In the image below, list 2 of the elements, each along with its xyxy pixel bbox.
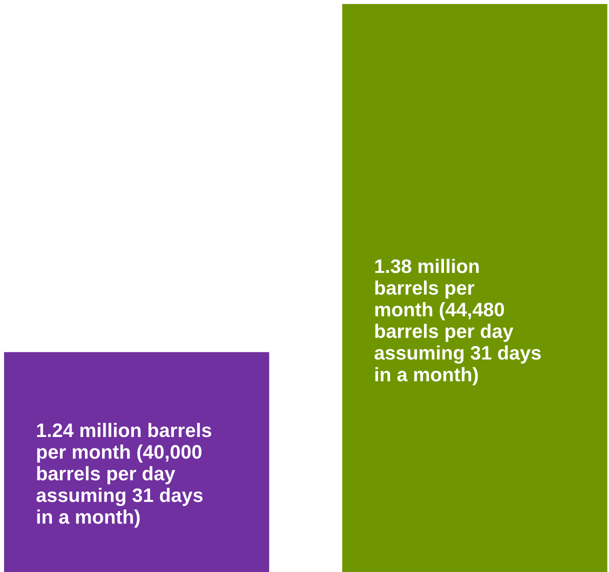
annotation: 1.38 million barrels per month (44,480 barrels per day assuming 31 days in a month) [374, 258, 541, 386]
annotation: 1.24 million barrels per month (40,000 barrels per day assuming 31 days in a month) [36, 422, 212, 528]
